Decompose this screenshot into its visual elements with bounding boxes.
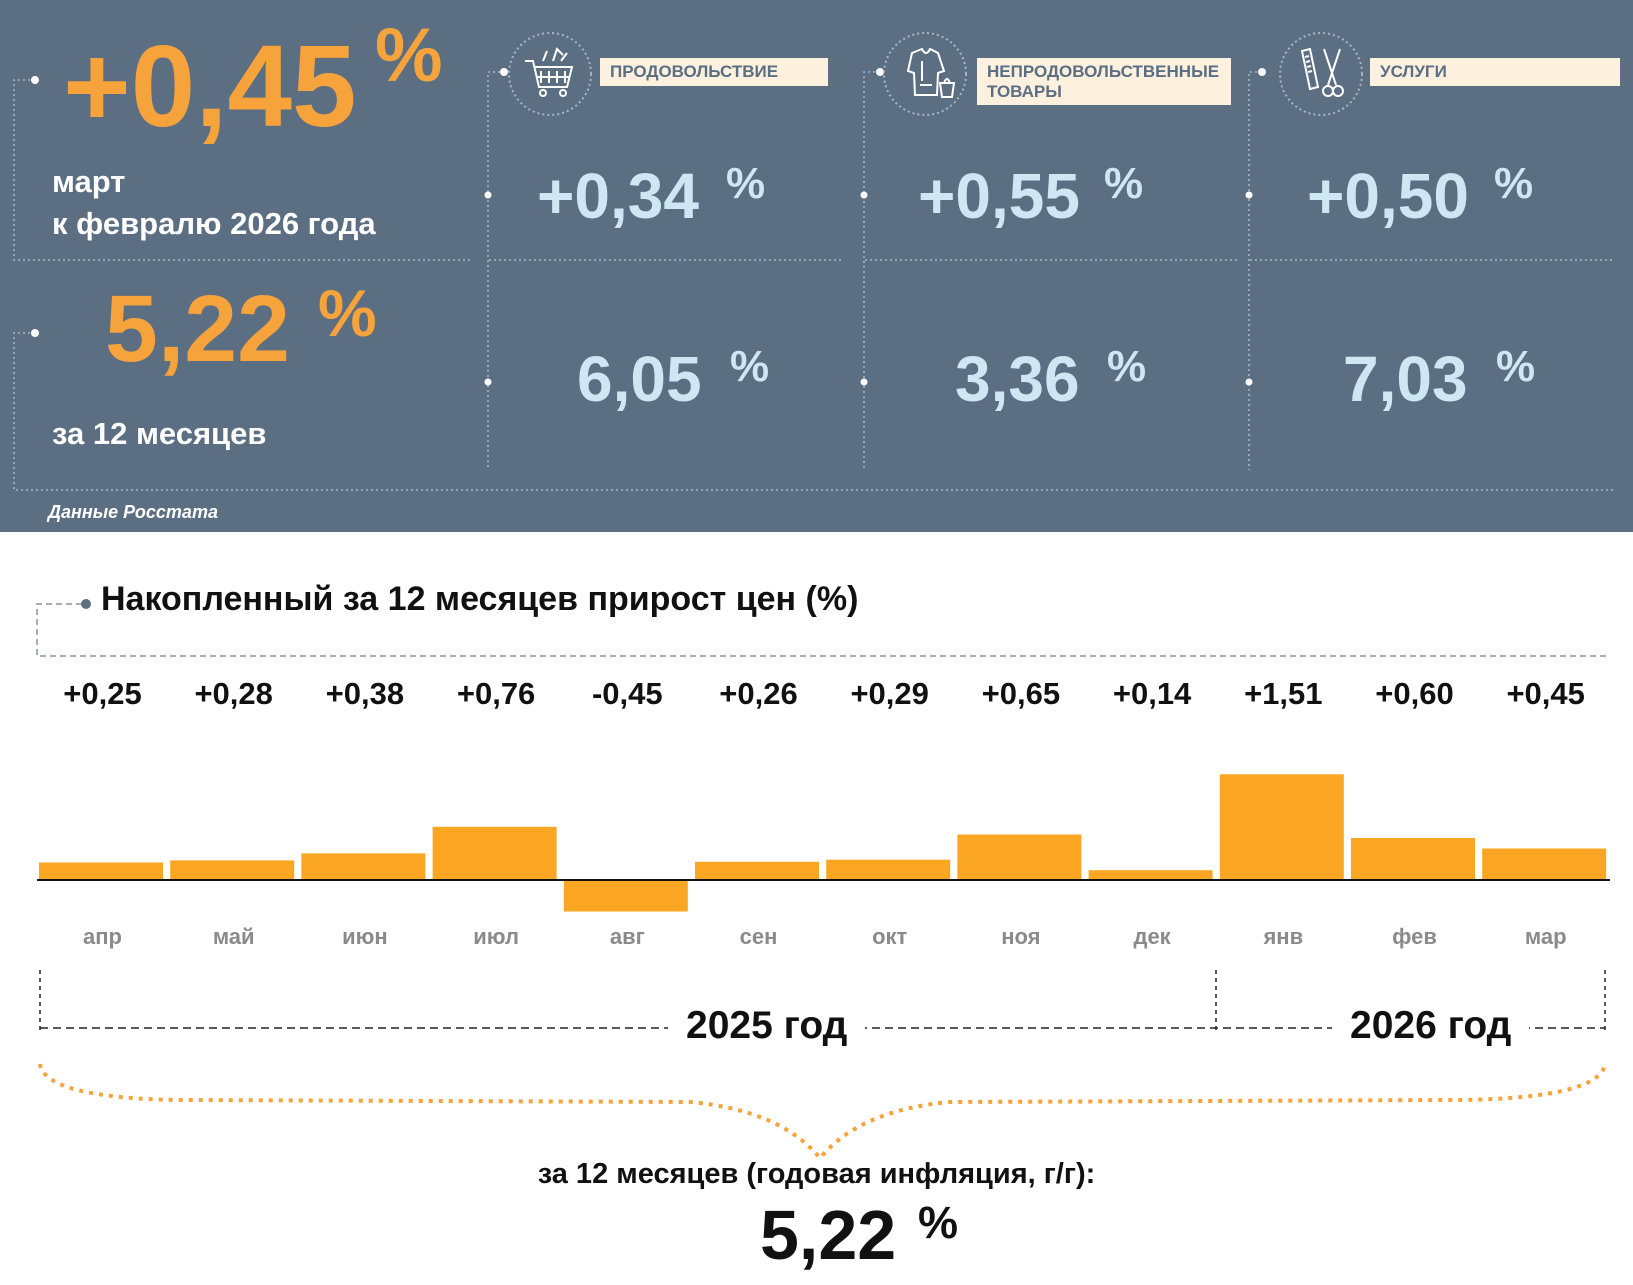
month-label-фев: фев (1392, 924, 1437, 949)
services-monthly-unit: % (1494, 159, 1534, 208)
clothing-icon (882, 31, 968, 122)
category-tag-nonfood: НЕПРОДОВОЛЬСТВЕННЫЕ ТОВАРЫ (977, 58, 1231, 106)
month-label-июн: июн (342, 924, 388, 949)
nonfood-annual-unit: % (1107, 342, 1147, 391)
nonfood-monthly-value: +0,55 (918, 160, 1080, 232)
annual-inflation-total-unit: % (918, 1197, 959, 1248)
services-monthly-value: +0,50 (1307, 160, 1469, 232)
data-label-фев: +0,60 (1375, 676, 1454, 711)
data-source: Данные Росстата (48, 502, 218, 522)
data-label-апр: +0,25 (63, 676, 142, 711)
year-label-2026: 2026 год (1332, 1004, 1530, 1048)
bar-дек (1088, 870, 1213, 880)
monthly-inflation-unit: % (375, 13, 443, 98)
data-label-ноя: +0,65 (981, 676, 1061, 711)
month-label-дек: дек (1133, 924, 1171, 949)
bar-июл (432, 826, 557, 880)
bar-июн (301, 853, 426, 880)
food-monthly-value: +0,34 (537, 160, 699, 232)
monthly-inflation-value: +0,45 (63, 21, 357, 151)
annual-inflation-total: 5,22 (760, 1196, 897, 1274)
panel-dotted-lines (13, 68, 1615, 491)
month-label-ноя: ноя (1001, 924, 1041, 949)
bar-мар (1482, 848, 1607, 880)
food-annual-unit: % (730, 342, 770, 391)
annual-inflation-value: 5,22 (105, 276, 290, 382)
services-annual-value: 7,03 (1343, 343, 1468, 415)
month-label-июл: июл (473, 924, 519, 949)
month-label-окт: окт (872, 924, 908, 949)
food-monthly-unit: % (726, 159, 766, 208)
data-label-июл: +0,76 (456, 676, 536, 711)
summary-panel: +0,45 % март к февралю 2026 года 5,22 % … (0, 0, 1633, 532)
data-label-май: +0,28 (194, 676, 273, 711)
month-label-янв: янв (1263, 924, 1304, 949)
bar-янв (1219, 774, 1344, 880)
annual-inflation-unit: % (318, 276, 377, 350)
data-label-мар: +0,45 (1506, 676, 1585, 711)
nonfood-monthly-unit: % (1104, 159, 1144, 208)
year-label-2025: 2025 год (668, 1004, 866, 1048)
bar-ноя (957, 834, 1082, 880)
month-label-май: май (212, 924, 255, 949)
category-tag-nonfood-text: НЕПРОДОВОЛЬСТВЕННЫЕ ТОВАРЫ (987, 62, 1220, 101)
data-label-дек: +0,14 (1112, 676, 1192, 711)
month-label-апр: апр (83, 924, 122, 949)
bar-авг (563, 880, 688, 912)
data-label-янв: +1,51 (1244, 676, 1323, 711)
chart-title: Накопленный за 12 месяцев прирост цен (%… (101, 580, 859, 618)
monthly-period-line2: к февралю 2026 года (52, 206, 376, 241)
data-label-сен: +0,26 (719, 676, 798, 711)
bar-сен (695, 861, 819, 880)
month-label-мар: мар (1524, 924, 1567, 949)
category-tag-food: ПРОДОВОЛЬСТВИЕ (600, 58, 828, 86)
services-annual-unit: % (1496, 342, 1536, 391)
bar-окт (826, 859, 951, 880)
scissors-comb-icon (1278, 31, 1364, 122)
month-label-авг: авг (609, 924, 645, 949)
data-label-июн: +0,38 (325, 676, 405, 711)
bar-фев (1351, 838, 1475, 880)
monthly-period-line1: март (52, 164, 126, 199)
food-annual-value: 6,05 (577, 343, 702, 415)
annual-inflation-caption: за 12 месяцев (годовая инфляция, г/г): (537, 1158, 1096, 1190)
month-label-сен: сен (739, 924, 778, 949)
annual-period-label: за 12 месяцев (52, 416, 267, 451)
bar-май (170, 860, 295, 880)
nonfood-annual-value: 3,36 (955, 343, 1080, 415)
data-label-окт: +0,29 (850, 676, 929, 711)
bar-апр (39, 862, 163, 880)
category-tag-services: УСЛУГИ (1370, 58, 1620, 86)
shopping-cart-icon (507, 31, 593, 122)
data-label-авг: -0,45 (591, 676, 663, 711)
